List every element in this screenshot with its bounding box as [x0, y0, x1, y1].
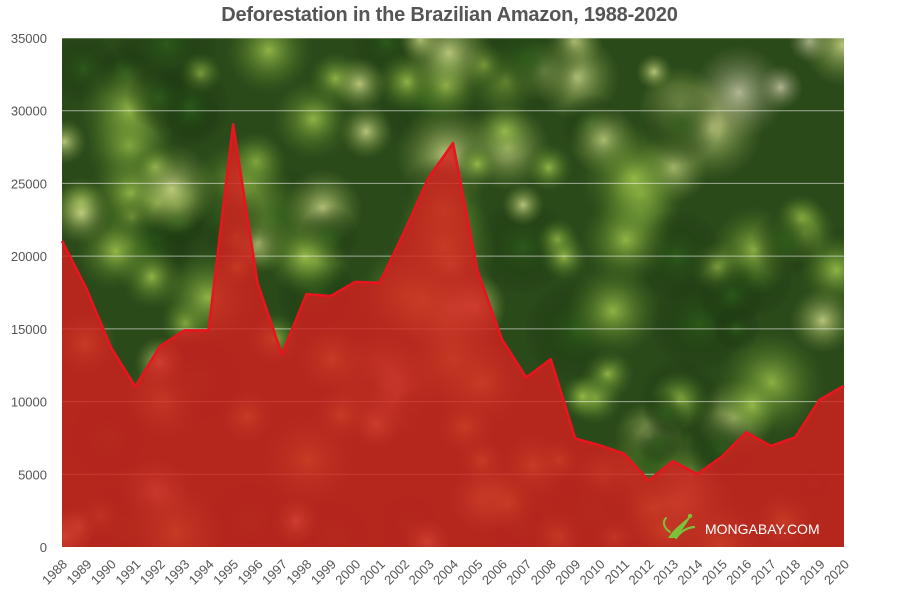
x-tick-label: 1996 [235, 557, 266, 588]
x-tick-label: 2004 [430, 557, 461, 588]
canopy-blob [62, 182, 113, 244]
canopy-blob [789, 287, 844, 354]
canopy-blob [475, 102, 535, 161]
canopy-blob [502, 183, 544, 226]
x-tick-label: 1994 [186, 557, 217, 588]
canopy-blob [126, 144, 217, 235]
x-tick-label: 2013 [650, 557, 681, 588]
x-tick-label: 2005 [455, 557, 486, 588]
canopy-blob [636, 53, 673, 90]
canopy-blob [265, 217, 344, 296]
x-tick-label: 2015 [699, 557, 730, 588]
canopy-blob [62, 119, 87, 165]
x-tick-label: 2007 [503, 557, 534, 588]
y-tick-label: 35000 [11, 31, 47, 46]
x-tick-label: 1997 [259, 557, 290, 588]
x-tick-label: 1988 [39, 557, 70, 588]
canopy-blob [471, 38, 583, 116]
x-tick-label: 1999 [308, 557, 339, 588]
y-axis-tick-labels: 0 5000 10000 15000 20000 25000 30000 35000 [11, 31, 47, 555]
canopy-blob [223, 38, 314, 96]
canopy-blob [559, 373, 606, 420]
credit-text: MONGABAY.COM [705, 521, 820, 537]
canopy-blob [565, 263, 661, 359]
x-tick-label: 2002 [381, 557, 412, 588]
canopy-blob [642, 389, 689, 436]
canopy-blob [332, 56, 387, 112]
x-tick-label: 2011 [602, 557, 632, 587]
x-tick-label: 1998 [283, 557, 314, 588]
x-tick-label: 2020 [821, 557, 852, 588]
mongabay-credit: MONGABAY.COM [662, 513, 820, 540]
x-tick-label: 2012 [626, 557, 657, 588]
canopy-blob [524, 143, 574, 192]
x-tick-label: 1993 [161, 557, 192, 588]
x-tick-label: 2003 [406, 557, 437, 588]
x-tick-label: 1990 [88, 557, 119, 588]
x-tick-label: 2018 [772, 557, 803, 588]
x-tick-label: 2001 [357, 557, 388, 588]
deforestation-series-line [60, 123, 845, 482]
canopy-blob [271, 77, 355, 161]
x-tick-label: 2019 [797, 557, 828, 588]
y-tick-label: 20000 [11, 249, 47, 264]
y-tick-label: 30000 [11, 104, 47, 119]
y-tick-label: 0 [40, 540, 47, 555]
y-tick-label: 10000 [11, 395, 47, 410]
frog-icon [662, 513, 696, 540]
canopy-blob [801, 38, 844, 87]
x-tick-label: 1991 [112, 557, 143, 588]
x-axis-tick-labels: 1988198919901991199219931994199519961997… [39, 557, 852, 588]
x-tick-label: 2017 [748, 557, 779, 588]
x-tick-label: 2010 [577, 557, 608, 588]
y-tick-label: 15000 [11, 322, 47, 337]
canopy-blob [697, 261, 766, 329]
canopy-blob [758, 64, 804, 110]
x-tick-label: 1989 [64, 557, 95, 588]
canopy-blob [125, 64, 192, 131]
x-tick-label: 2009 [552, 557, 583, 588]
canopy-blob [579, 123, 689, 233]
x-tick-label: 2000 [332, 557, 363, 588]
canopy-blob [404, 38, 494, 98]
y-tick-label: 5000 [18, 467, 47, 482]
x-tick-label: 2008 [528, 557, 559, 588]
y-tick-label: 25000 [11, 176, 47, 191]
deforestation-area-fill [62, 124, 844, 548]
chart-title: Deforestation in the Brazilian Amazon, 1… [221, 4, 678, 26]
x-tick-label: 2016 [723, 557, 754, 588]
canopy-blob [751, 209, 820, 278]
x-tick-label: 2014 [674, 557, 705, 588]
x-tick-label: 1992 [137, 557, 168, 588]
x-tick-label: 1995 [210, 557, 241, 588]
x-tick-label: 2006 [479, 557, 510, 588]
